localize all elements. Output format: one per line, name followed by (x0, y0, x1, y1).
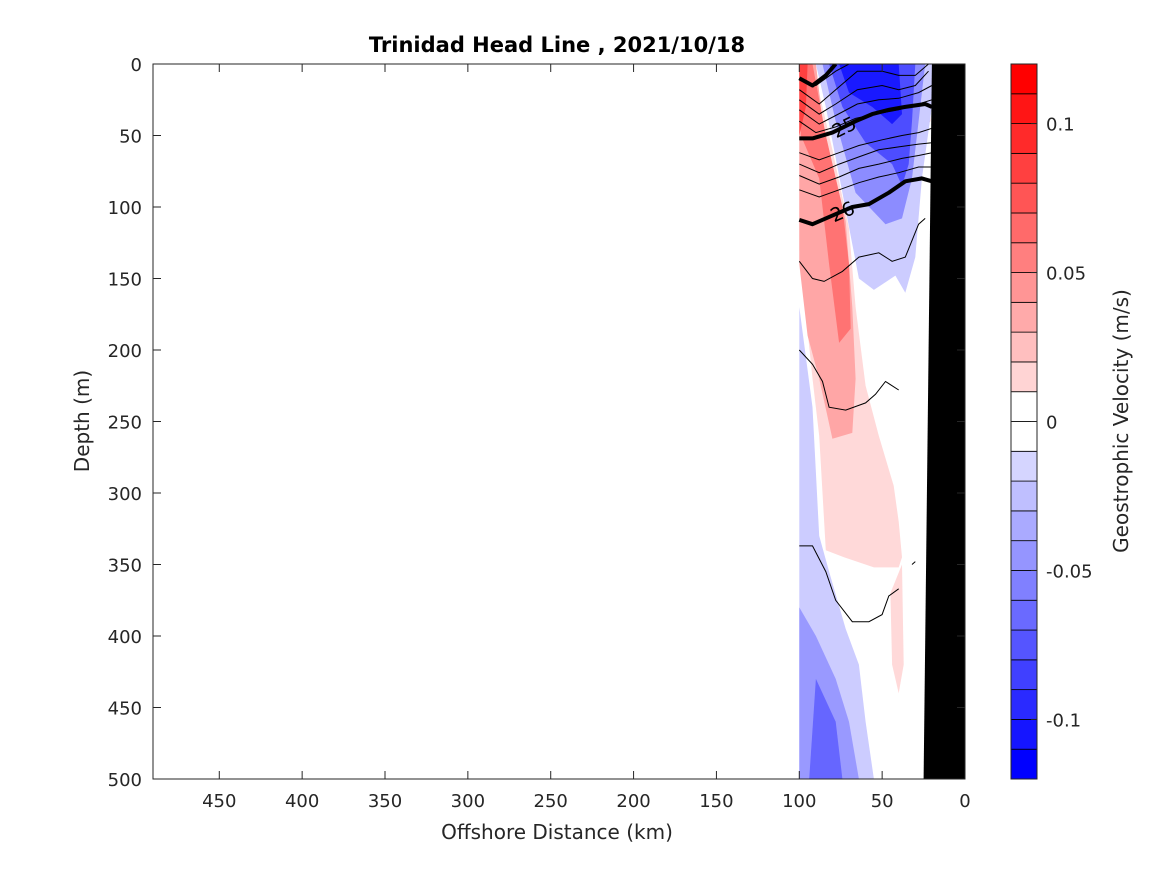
colorbar-tick-label-3: -0.05 (1046, 561, 1093, 582)
y-tick-label-200: 200 (108, 341, 142, 362)
y-axis-label: Depth (m) (70, 370, 94, 472)
colorbar-segment-22 (1010, 93, 1038, 124)
colorbar-segment-0 (1010, 748, 1038, 780)
x-tick-label-150: 150 (699, 791, 733, 812)
x-tick-label-400: 400 (285, 791, 319, 812)
x-tick-label-0: 0 (959, 791, 970, 812)
velocity-region-4 (890, 564, 904, 694)
colorbar-segment-8 (1010, 510, 1038, 542)
density-contour-bold-0 (798, 64, 838, 88)
colorbar-tick-label-2: 0 (1046, 413, 1057, 434)
colorbar-segment-2 (1010, 689, 1038, 720)
colorbar-segment-15 (1010, 301, 1038, 333)
colorbar-segment-21 (1010, 123, 1038, 154)
colorbar-segment-23 (1010, 63, 1038, 95)
colorbar-segment-11 (1010, 421, 1038, 452)
colorbar-segment-13 (1010, 361, 1038, 393)
density-contour-2 (799, 70, 929, 115)
colorbar-segment-19 (1010, 182, 1038, 214)
colorbar-segment-14 (1010, 331, 1038, 363)
x-tick-label-200: 200 (616, 791, 650, 812)
density-contour-1 (799, 64, 929, 105)
colorbar-segment-17 (1010, 242, 1038, 273)
x-axis-label: Offshore Distance (km) (441, 820, 673, 844)
y-tick-label-350: 350 (108, 556, 142, 577)
x-tick-label-250: 250 (534, 791, 568, 812)
chart-title: Trinidad Head Line , 2021/10/18 (369, 33, 745, 57)
colorbar-segment-12 (1010, 391, 1038, 422)
density-contour-3 (799, 85, 933, 125)
velocity-region-2 (809, 678, 843, 779)
colorbar-segment-3 (1010, 659, 1038, 691)
colorbar-segment-9 (1010, 480, 1038, 512)
y-tick-label-300: 300 (108, 484, 142, 505)
colorbar-tick-label-1: 0.05 (1046, 264, 1086, 285)
x-tick-label-100: 100 (782, 791, 816, 812)
y-tick-label-100: 100 (108, 198, 142, 219)
density-contour-6 (799, 142, 932, 174)
colorbar-segment-6 (1010, 570, 1038, 601)
bathymetry-shape (923, 64, 965, 779)
y-tick-label-50: 50 (119, 127, 142, 148)
velocity-field (799, 64, 932, 779)
colorbar-tick-label-4: -0.1 (1046, 710, 1081, 731)
colorbar-segment-7 (1010, 540, 1038, 571)
density-contour-12 (911, 561, 916, 565)
y-axis: 0 50 100 150 200 250 300 350 400 450 500 (108, 55, 965, 791)
y-tick-label-400: 400 (108, 627, 142, 648)
density-contour-8 (799, 166, 932, 198)
y-tick-label-150: 150 (108, 270, 142, 291)
colorbar-segment-10 (1010, 450, 1038, 482)
density-contour-11 (799, 545, 899, 623)
colorbar: 0.1 0.05 0 -0.05 -0.1 (1010, 63, 1093, 780)
bathymetry (923, 64, 965, 779)
colorbar-segment-5 (1010, 599, 1038, 631)
y-tick-label-450: 450 (108, 699, 142, 720)
density-contour-7 (799, 152, 933, 185)
colorbar-label: Geostrophic Velocity (m/s) (1109, 289, 1133, 553)
x-tick-label-450: 450 (202, 791, 236, 812)
colorbar-tick-label-0: 0.1 (1046, 115, 1075, 136)
velocity-region-6 (799, 64, 851, 343)
colorbar-segment-4 (1010, 629, 1038, 661)
density-contour-10 (798, 349, 899, 411)
x-axis: 450 400 350 300 250 200 150 100 50 0 (202, 64, 971, 812)
density-contour-5 (799, 127, 933, 161)
colorbar-segment-1 (1010, 719, 1038, 750)
x-tick-label-300: 300 (451, 791, 485, 812)
y-tick-label-250: 250 (108, 413, 142, 434)
y-tick-label-0: 0 (131, 55, 142, 76)
colorbar-segment-18 (1010, 212, 1038, 244)
colorbar-segment-16 (1010, 272, 1038, 303)
x-tick-label-50: 50 (871, 791, 894, 812)
y-tick-label-500: 500 (108, 770, 142, 791)
colorbar-segment-20 (1010, 152, 1038, 184)
density-contour-bold-1 (799, 102, 933, 141)
x-tick-label-350: 350 (368, 791, 402, 812)
density-contour-9 (798, 218, 926, 282)
density-contour-bold-2 (798, 176, 933, 227)
